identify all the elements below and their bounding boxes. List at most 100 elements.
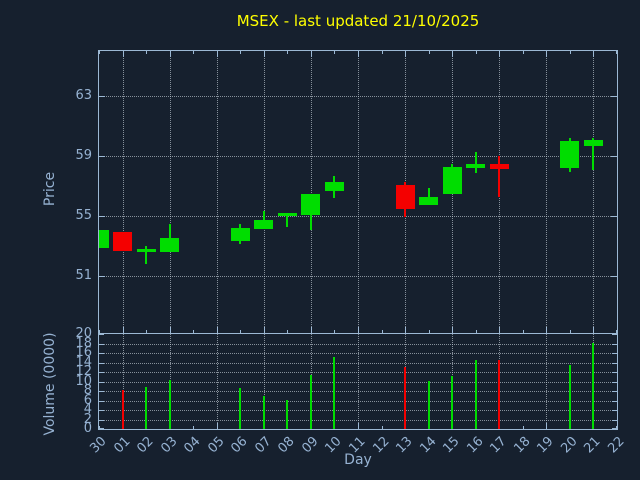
volume-tick-label-4: 4 — [83, 402, 92, 417]
x-tick — [193, 51, 195, 54]
y-tick — [99, 96, 105, 97]
x-tick — [569, 51, 571, 54]
candle-08 — [277, 213, 297, 216]
volume-tick-label-12: 12 — [75, 364, 92, 379]
gridline-vertical — [310, 51, 312, 333]
x-tick — [522, 426, 524, 429]
x-tick — [99, 330, 100, 333]
y-tick — [612, 353, 617, 354]
x-tick — [499, 327, 501, 333]
x-tick — [358, 327, 359, 333]
x-tick — [522, 330, 524, 333]
candle-wick-14 — [427, 187, 430, 205]
volume-bar-16 — [474, 360, 477, 429]
y-tick — [99, 410, 104, 411]
x-tick — [122, 327, 124, 333]
candle-15 — [442, 166, 462, 195]
x-tick — [334, 51, 336, 54]
x-tick — [334, 330, 336, 333]
y-tick — [99, 353, 104, 354]
gridline-volume — [99, 410, 617, 411]
volume-bar-20 — [568, 365, 571, 429]
y-tick — [99, 419, 104, 421]
candle-14 — [419, 196, 439, 205]
volume-bar-07 — [262, 396, 265, 429]
y-tick — [99, 372, 104, 373]
x-tick — [593, 327, 595, 333]
y-tick — [99, 334, 104, 335]
candle-09 — [301, 193, 321, 215]
gridline-vertical — [358, 51, 359, 333]
y-tick — [99, 156, 105, 157]
price-tick-label-51: 51 — [75, 268, 92, 283]
volume-tick-label-10: 10 — [75, 373, 92, 389]
y-tick — [612, 419, 617, 421]
x-tick — [616, 426, 617, 429]
x-tick — [99, 426, 100, 429]
volume-tick-label-18: 18 — [75, 335, 92, 351]
gridline-volume — [99, 419, 617, 421]
x-tick — [616, 51, 617, 54]
y-tick — [611, 216, 617, 217]
x-tick — [381, 426, 383, 429]
candle-10 — [324, 181, 344, 191]
gridline-vertical — [169, 51, 171, 333]
volume-bar-15 — [451, 376, 454, 429]
gridline-volume — [99, 372, 617, 373]
gridline-volume — [99, 381, 617, 383]
y-tick — [99, 276, 105, 277]
x-tick — [216, 423, 218, 429]
x-tick — [428, 51, 430, 54]
volume-bar-08 — [286, 400, 289, 429]
candle-02 — [136, 249, 156, 252]
y-tick — [99, 362, 104, 364]
gridline-vertical — [593, 51, 595, 333]
y-tick — [99, 381, 104, 383]
gridline-price — [99, 276, 617, 277]
x-tick — [310, 327, 312, 333]
y-tick — [612, 372, 617, 373]
price-tick-label-59: 59 — [75, 148, 92, 163]
x-tick — [358, 423, 359, 429]
candle-wick-02 — [145, 246, 148, 264]
gridline-vertical — [546, 51, 548, 333]
gridline-volume — [99, 362, 617, 364]
y-tick — [612, 428, 617, 429]
y-tick — [612, 391, 617, 392]
candle-wick-21 — [592, 138, 595, 171]
x-tick — [287, 330, 289, 333]
price-tick-label-63: 63 — [75, 88, 92, 103]
y-tick — [611, 276, 617, 277]
volume-panel — [98, 333, 618, 430]
x-tick — [216, 327, 218, 333]
candle-06 — [230, 228, 250, 241]
y-tick — [99, 216, 105, 217]
volume-bar-06 — [239, 387, 242, 429]
x-tick — [428, 330, 430, 333]
x-tick — [381, 51, 383, 54]
gridline-vertical — [216, 51, 218, 333]
volume-bar-21 — [592, 343, 595, 429]
candle-03 — [160, 237, 180, 252]
x-tick — [569, 330, 571, 333]
candle-16 — [466, 164, 486, 168]
gridline-vertical — [122, 51, 124, 333]
gridline-vertical — [263, 51, 265, 333]
y-tick — [612, 343, 617, 345]
x-tick — [452, 327, 454, 333]
x-tick — [405, 327, 407, 333]
volume-bar-14 — [427, 381, 430, 429]
x-tick — [522, 51, 524, 54]
y-tick — [99, 343, 104, 345]
x-tick — [146, 330, 148, 333]
x-tick — [263, 51, 265, 57]
gridline-volume — [99, 343, 617, 345]
volume-tick-label-0: 0 — [83, 421, 92, 436]
x-tick — [546, 327, 548, 333]
candle-wick-16 — [474, 151, 477, 173]
gridline-price — [99, 216, 617, 217]
x-tick — [263, 327, 265, 333]
volume-tick-label-8: 8 — [83, 383, 92, 398]
x-tick — [216, 51, 218, 57]
